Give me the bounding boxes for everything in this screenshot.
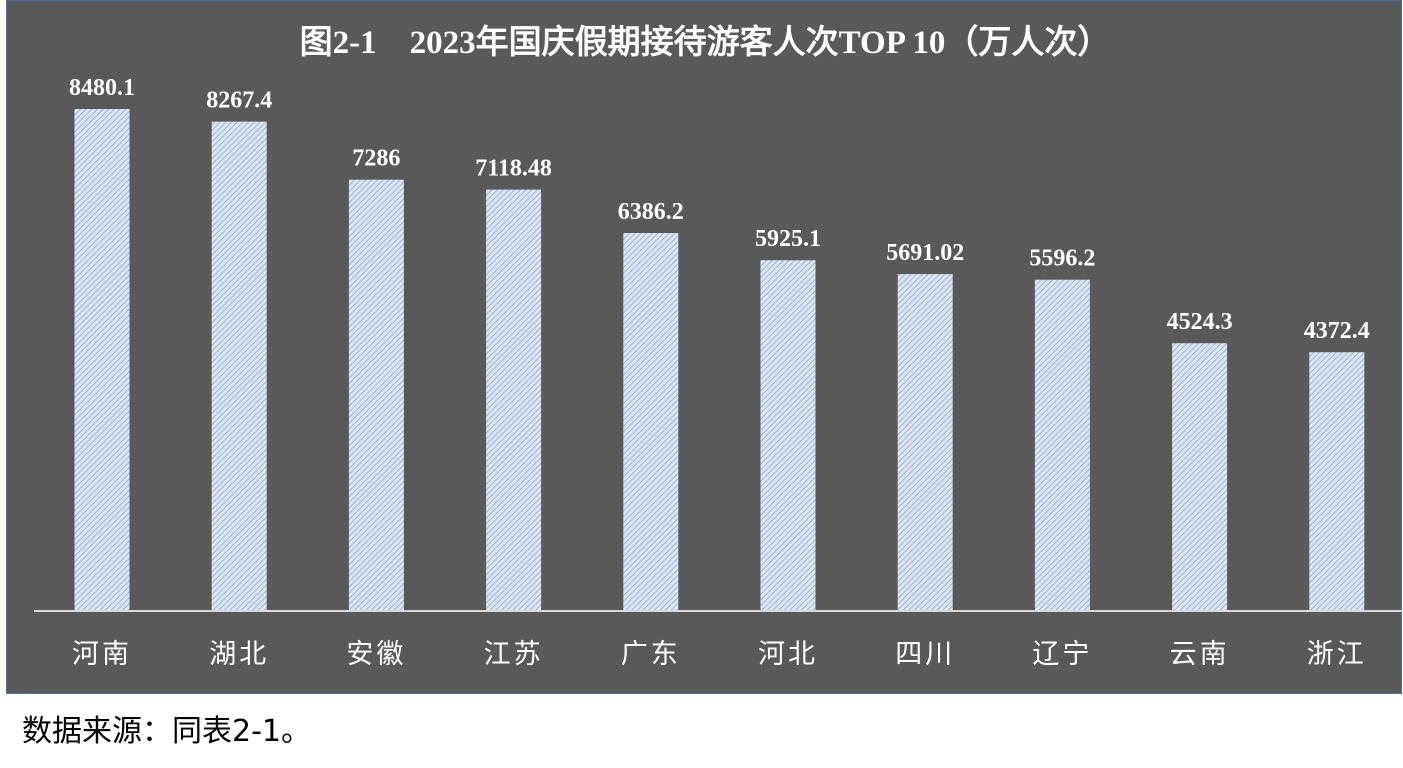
category-label: 四川 (895, 639, 955, 670)
value-label: 8267.4 (206, 88, 272, 114)
value-labels-group: 8480.1 8267.4 7286 7118.48 6386.2 5925.1 5691.… (69, 75, 1370, 344)
bar (1309, 352, 1365, 611)
category-label: 辽宁 (1032, 639, 1092, 670)
value-label: 7286 (352, 146, 400, 172)
category-label: 河南 (72, 639, 132, 670)
value-label: 8480.1 (69, 75, 135, 101)
bar (211, 121, 267, 611)
bar (486, 189, 542, 611)
value-label: 4524.3 (1167, 309, 1233, 335)
bar (348, 179, 404, 611)
category-label: 浙江 (1307, 639, 1367, 670)
category-label: 江苏 (484, 639, 544, 670)
category-label: 广东 (621, 639, 681, 670)
chart-title: 图2-1 2023年国庆假期接待游客人次TOP 10（万人次） (300, 23, 1111, 61)
bar (1034, 279, 1090, 611)
value-label: 7118.48 (475, 156, 552, 182)
bar (74, 109, 130, 611)
value-label: 5925.1 (755, 226, 821, 252)
bar (897, 274, 953, 611)
category-labels-group: 河南 湖北 安徽 江苏 广东 河北 四川 辽宁 云南 浙江 (72, 639, 1367, 670)
category-label: 安徽 (346, 639, 406, 670)
value-label: 6386.2 (618, 199, 684, 225)
bar (623, 233, 679, 611)
value-label: 5691.02 (886, 240, 964, 266)
value-label: 5596.2 (1029, 246, 1095, 272)
chart-frame: 图2-1 2023年国庆假期接待游客人次TOP 10（万人次） 8480.1 82… (6, 0, 1403, 694)
category-label: 云南 (1170, 639, 1230, 670)
source-note: 数据来源：同表2-1。 (22, 714, 311, 749)
value-label: 4372.4 (1304, 318, 1370, 344)
bar (1172, 343, 1228, 611)
bar-chart: 图2-1 2023年国庆假期接待游客人次TOP 10（万人次） 8480.1 82… (34, 23, 1403, 670)
category-label: 湖北 (209, 639, 269, 670)
bar (760, 260, 816, 611)
category-label: 河北 (758, 639, 818, 670)
bars-group (74, 109, 1365, 611)
